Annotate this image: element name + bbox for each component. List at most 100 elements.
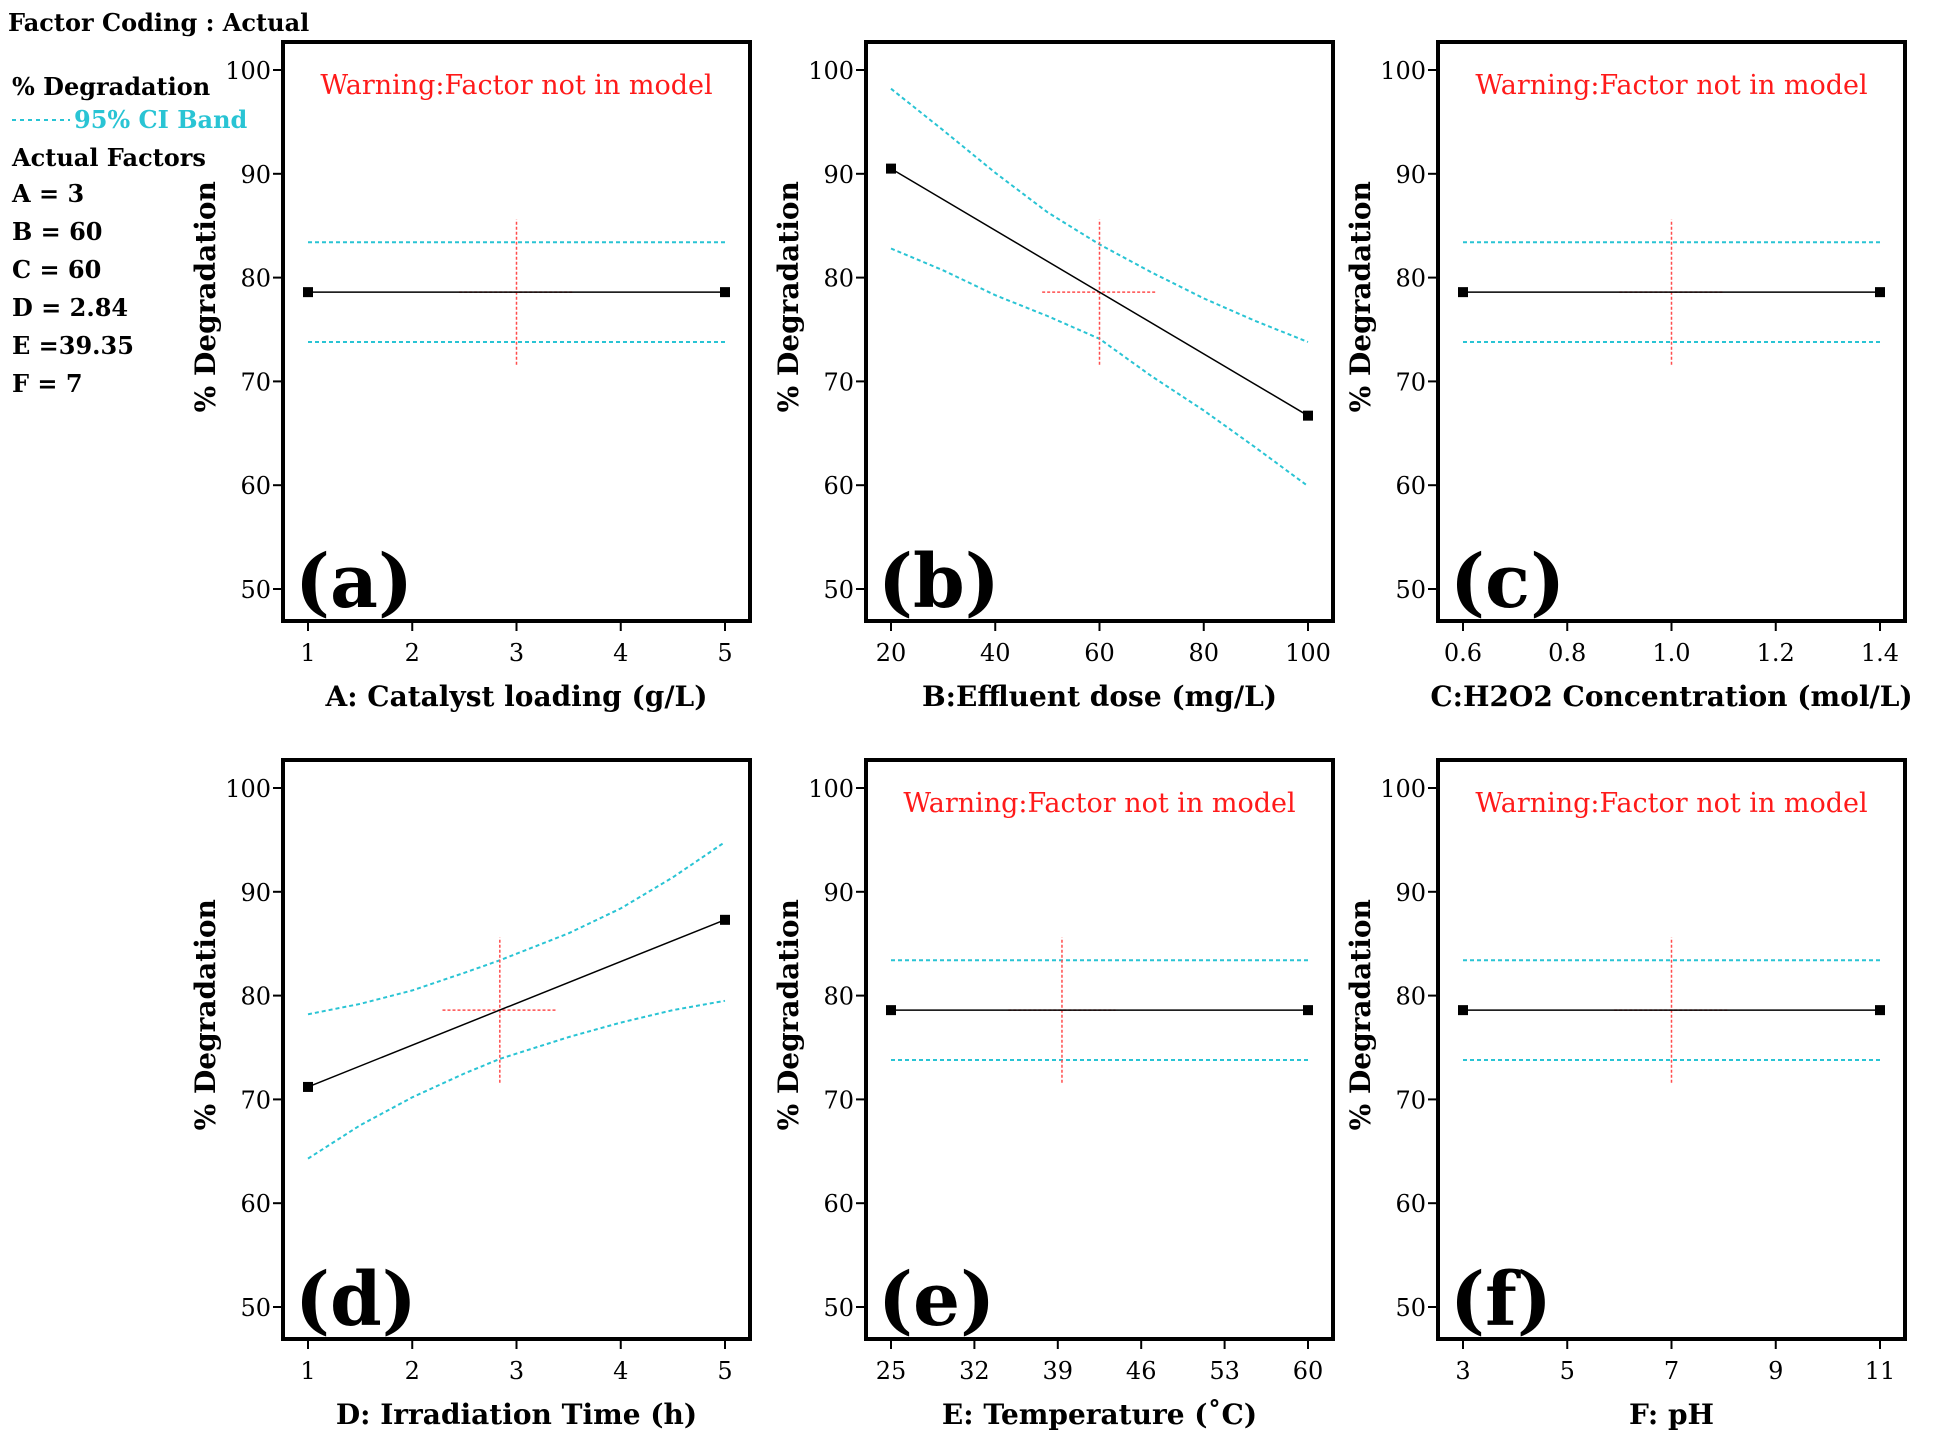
y-tick-label: 50 — [1395, 1294, 1426, 1322]
x-tick-label: 5 — [717, 1357, 732, 1385]
effect-line — [307, 919, 726, 1088]
effect-line — [890, 167, 1309, 417]
y-tick-label: 80 — [240, 983, 271, 1011]
y-tick-label: 80 — [1395, 265, 1426, 293]
y-tick-label: 90 — [823, 161, 854, 189]
x-axis-label: F: pH — [1629, 1398, 1714, 1431]
endpoint-marker — [1875, 287, 1885, 298]
y-tick-label: 60 — [240, 472, 271, 500]
y-tick-label: 70 — [240, 1086, 271, 1114]
x-tick-label: 80 — [1188, 639, 1219, 667]
legend-factor-b: B = 60 — [12, 217, 103, 246]
x-tick-label: 100 — [1285, 639, 1331, 667]
legend: Factor Coding : Actual % Degradation 95%… — [8, 8, 309, 398]
legend-factor-e: E =39.35 — [12, 331, 134, 360]
endpoint-marker — [1303, 410, 1313, 421]
endpoint-marker — [1303, 1005, 1313, 1016]
x-tick-label: 60 — [1293, 1357, 1324, 1385]
y-tick-label: 60 — [240, 1190, 271, 1218]
endpoint-marker — [1875, 1005, 1885, 1016]
x-tick-label: 5 — [1560, 1357, 1575, 1385]
y-tick-label: 90 — [823, 879, 854, 907]
x-tick-label: 1.2 — [1757, 639, 1795, 667]
chart-panel-e: 50 60 70 80 90 100 25 32 39 46 53 60 E: Temperature … — [772, 758, 1335, 1431]
x-tick-label: 2 — [405, 639, 420, 667]
chart-panel-c: 50 60 70 80 90 100 0.6 0.8 1.0 1.2 1.4 C:H2O2 Conce… — [1344, 40, 1913, 713]
legend-ci-band: 95% CI Band — [74, 105, 248, 134]
x-tick-label: 2 — [405, 1357, 420, 1385]
y-tick-label: 60 — [823, 472, 854, 500]
warning-text: Warning:Factor not in model — [903, 788, 1295, 819]
y-axis-label: % Degradation — [772, 181, 805, 412]
x-axis-label: C:H2O2 Concentration (mol/L) — [1430, 680, 1912, 713]
x-tick-label: 1.0 — [1652, 639, 1690, 667]
x-tick-label: 5 — [717, 639, 732, 667]
plot-frame — [281, 758, 752, 1341]
y-tick-label: 100 — [225, 57, 271, 85]
warning-text: Warning:Factor not in model — [1475, 788, 1867, 819]
legend-factor-d: D = 2.84 — [12, 293, 128, 322]
y-tick-label: 100 — [808, 775, 854, 803]
legend-response: % Degradation — [12, 72, 210, 101]
x-tick-label: 32 — [959, 1357, 990, 1385]
y-tick-label: 50 — [823, 576, 854, 604]
x-tick-label: 40 — [980, 639, 1011, 667]
endpoint-marker — [886, 163, 896, 174]
x-tick-label: 0.8 — [1548, 639, 1586, 667]
x-tick-label: 7 — [1664, 1357, 1679, 1385]
x-tick-label: 1.4 — [1861, 639, 1899, 667]
x-tick-label: 1 — [300, 639, 315, 667]
legend-actual-factors: Actual Factors — [11, 143, 206, 172]
x-tick-label: 39 — [1043, 1357, 1074, 1385]
x-tick-label: 46 — [1126, 1357, 1157, 1385]
x-tick-label: 9 — [1768, 1357, 1783, 1385]
y-tick-label: 50 — [240, 576, 271, 604]
chart-panel-d: 50 60 70 80 90 100 1 2 3 4 5 D: Irradiation Time (h… — [189, 758, 752, 1431]
x-tick-label: 3 — [1455, 1357, 1470, 1385]
panel-label: (c) — [1450, 539, 1565, 625]
y-axis-label: % Degradation — [189, 181, 222, 412]
y-tick-label: 100 — [1380, 775, 1426, 803]
y-tick-label: 70 — [823, 368, 854, 396]
y-tick-label: 80 — [823, 983, 854, 1011]
y-tick-label: 60 — [823, 1190, 854, 1218]
x-tick-label: 53 — [1209, 1357, 1240, 1385]
y-tick-label: 90 — [240, 161, 271, 189]
y-tick-label: 70 — [1395, 368, 1426, 396]
y-tick-label: 100 — [808, 57, 854, 85]
endpoint-marker — [720, 914, 730, 925]
plot-frame — [1436, 758, 1907, 1341]
x-tick-label: 0.6 — [1444, 639, 1482, 667]
y-tick-label: 90 — [1395, 879, 1426, 907]
warning-text: Warning:Factor not in model — [1475, 70, 1867, 101]
panel-label: (a) — [295, 539, 413, 625]
chart-panel-f: 50 60 70 80 90 100 3 5 7 9 11 F: pH % Degradation War… — [1344, 758, 1907, 1431]
y-tick-label: 60 — [1395, 1190, 1426, 1218]
y-tick-label: 100 — [1380, 57, 1426, 85]
x-axis-label: B:Effluent dose (mg/L) — [922, 680, 1277, 713]
y-tick-label: 80 — [1395, 983, 1426, 1011]
x-tick-label: 25 — [876, 1357, 907, 1385]
endpoint-marker — [1458, 287, 1468, 298]
y-tick-label: 60 — [1395, 472, 1426, 500]
endpoint-marker — [1458, 1005, 1468, 1016]
x-tick-label: 4 — [613, 639, 628, 667]
ci-lower-band — [307, 999, 726, 1160]
y-tick-label: 50 — [240, 1294, 271, 1322]
x-tick-label: 20 — [876, 639, 907, 667]
panels: 50 60 70 80 90 100 1 2 3 4 5 A: Catalyst loading (g… — [189, 40, 1913, 1431]
panel-label: (d) — [295, 1257, 417, 1343]
plot-frame — [864, 758, 1335, 1341]
panel-label: (b) — [878, 539, 1000, 625]
endpoint-marker — [303, 287, 313, 298]
x-tick-label: 1 — [300, 1357, 315, 1385]
legend-coding: Factor Coding : Actual — [8, 8, 309, 37]
endpoint-marker — [720, 287, 730, 298]
chart-panel-b: 50 60 70 80 90 100 20 40 60 80 100 B:Effluent dose … — [772, 40, 1335, 713]
x-tick-label: 11 — [1865, 1357, 1896, 1385]
plot-frame — [281, 40, 752, 623]
y-axis-label: % Degradation — [1344, 181, 1377, 412]
x-tick-label: 3 — [509, 639, 524, 667]
y-axis-label: % Degradation — [1344, 899, 1377, 1130]
